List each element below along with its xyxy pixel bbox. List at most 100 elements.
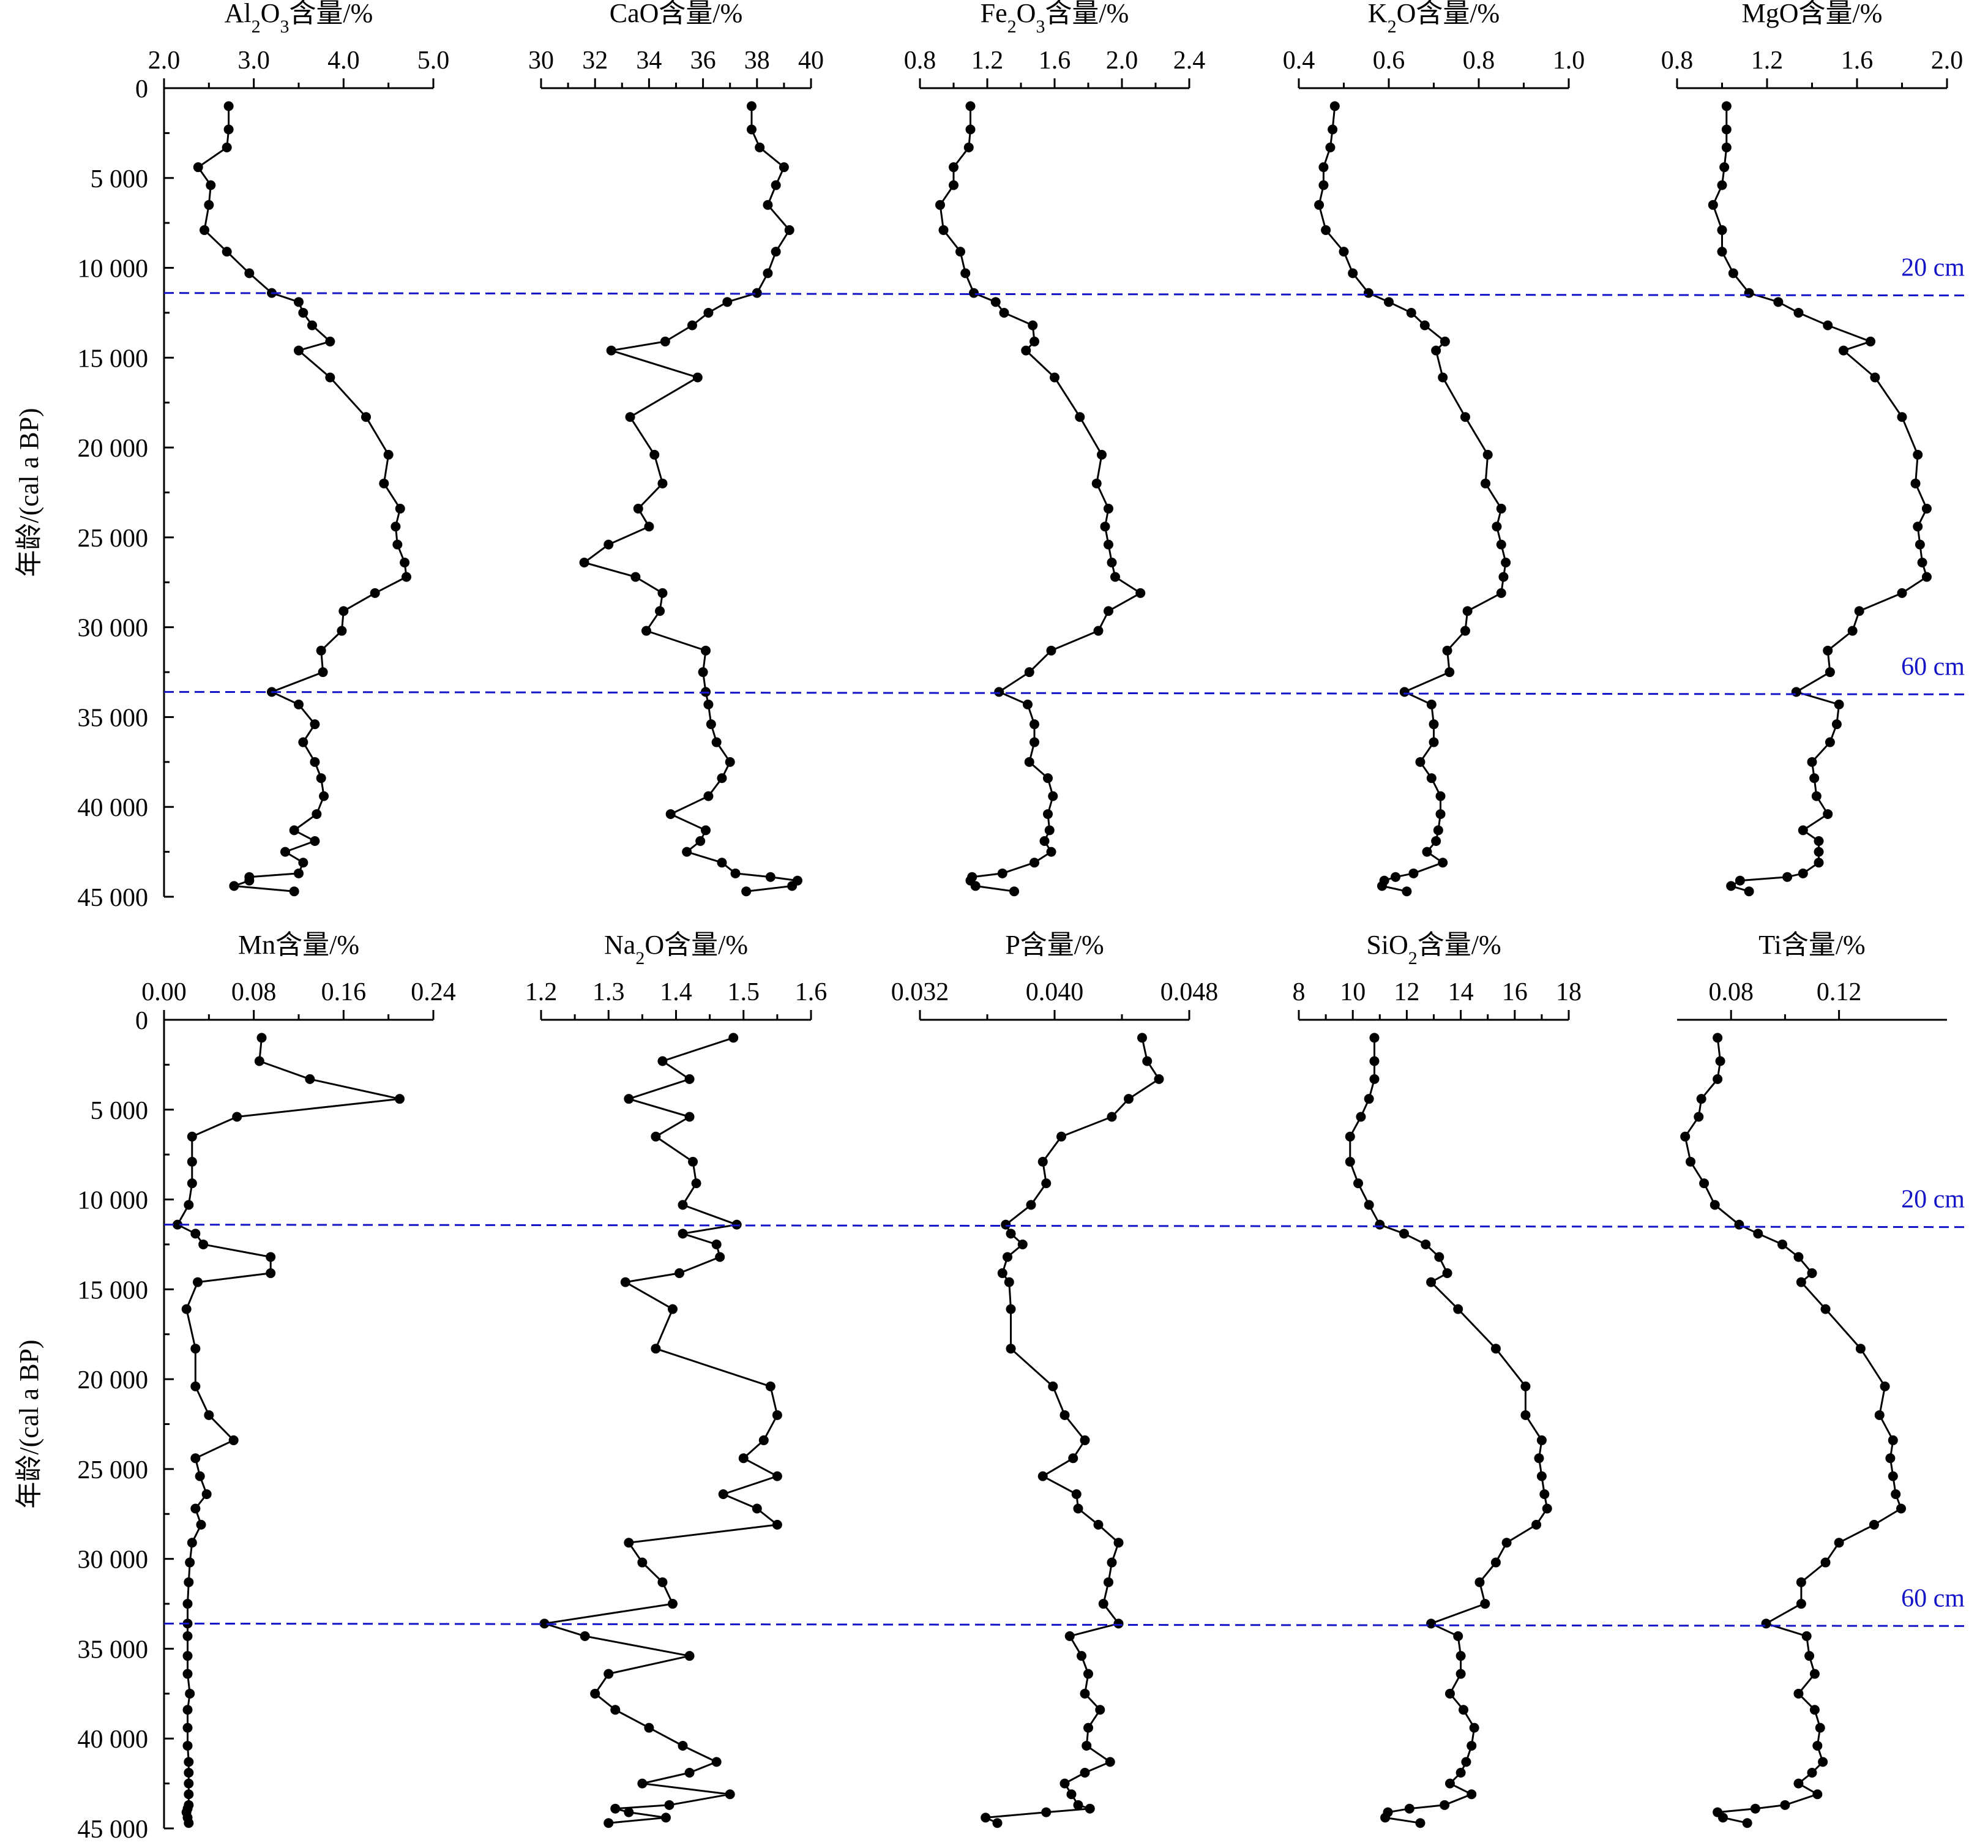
data-point [1104, 539, 1113, 550]
data-point [1921, 503, 1932, 514]
data-point [232, 1112, 242, 1122]
data-point [402, 572, 411, 582]
data-point [703, 307, 714, 318]
x-tick-label: 0.8 [1463, 47, 1495, 75]
data-point [1142, 1056, 1153, 1066]
panel-title-part: K [1368, 0, 1388, 28]
data-point [200, 225, 209, 235]
data-point [1030, 719, 1039, 730]
data-point [1026, 1200, 1036, 1210]
data-point [1435, 809, 1446, 819]
x-tick-label: 10 [1340, 978, 1366, 1006]
x-tick-label: 0.048 [1160, 978, 1219, 1006]
data-point [1364, 1094, 1374, 1104]
data-point [182, 1599, 193, 1609]
data-point [706, 719, 716, 730]
data-point [604, 1818, 614, 1828]
data-point [1419, 320, 1430, 331]
data-point [182, 1705, 193, 1715]
y-tick-label: 30 000 [78, 1546, 149, 1574]
data-point [190, 1229, 201, 1239]
data-point [1801, 1631, 1812, 1641]
data-point [1098, 1599, 1108, 1609]
data-point [190, 1453, 201, 1464]
data-point [1726, 881, 1736, 891]
data-point [1093, 1519, 1104, 1530]
data-point [1369, 1074, 1380, 1084]
data-point [1811, 791, 1822, 801]
series-line [1349, 1038, 1549, 1824]
data-point [1809, 1669, 1820, 1679]
panel-title-part: Ti含量/% [1758, 930, 1865, 960]
data-point [644, 1723, 654, 1733]
data-point [1318, 162, 1329, 173]
data-point [1715, 1056, 1725, 1066]
data-point [1717, 225, 1727, 235]
panel-title-part: Na [604, 930, 635, 960]
data-point [1855, 1344, 1866, 1354]
panel-title-part: 2 [1408, 948, 1418, 968]
data-point [1030, 737, 1039, 747]
data-point [1815, 1723, 1825, 1733]
data-point [1721, 101, 1732, 111]
data-point [318, 667, 328, 678]
data-point [182, 1669, 193, 1679]
data-point [1721, 124, 1732, 135]
data-point [1834, 1538, 1844, 1548]
data-point [1071, 1489, 1082, 1499]
data-point [1915, 539, 1925, 550]
data-point [1823, 320, 1833, 331]
data-point [1719, 162, 1730, 173]
data-point [294, 297, 304, 307]
data-point [338, 606, 349, 616]
data-point [1426, 1277, 1437, 1287]
data-point [1048, 1381, 1058, 1391]
data-point [184, 1818, 194, 1828]
data-point [228, 1435, 239, 1445]
data-point [198, 1239, 209, 1249]
data-point [1348, 268, 1358, 279]
data-point [1750, 1803, 1760, 1814]
data-point [1913, 449, 1923, 460]
data-point [1435, 791, 1446, 801]
x-tick-label: 0.16 [321, 978, 367, 1006]
data-point [1426, 1618, 1437, 1629]
x-tick-label: 32 [582, 47, 608, 75]
data-point [266, 1268, 276, 1278]
data-point [657, 588, 668, 598]
data-point [965, 101, 976, 111]
data-point [1429, 719, 1439, 730]
data-point [657, 1577, 668, 1587]
data-point [660, 1812, 671, 1823]
data-point [772, 1471, 782, 1481]
data-point [1814, 836, 1824, 846]
data-point [1798, 868, 1808, 878]
data-point [1812, 1740, 1823, 1751]
data-point [1793, 307, 1804, 318]
data-point [1006, 1344, 1016, 1354]
data-point [185, 1688, 195, 1699]
data-point [337, 626, 347, 636]
data-point [651, 1344, 661, 1354]
data-point [1467, 1789, 1477, 1800]
data-point [684, 1112, 695, 1122]
data-point [1083, 1669, 1093, 1679]
y-tick-label: 15 000 [78, 1276, 149, 1304]
data-point [1085, 1803, 1095, 1814]
data-point [222, 142, 232, 152]
data-point [1356, 1112, 1366, 1122]
data-point [361, 412, 371, 422]
data-point [1917, 557, 1927, 567]
y-tick-label: 10 000 [78, 255, 149, 283]
data-point [1501, 557, 1511, 567]
data-point [1006, 1304, 1016, 1314]
data-point [370, 588, 380, 598]
data-point [1921, 572, 1932, 582]
data-point [196, 1519, 206, 1530]
panel-title: SiO2含量/% [1366, 930, 1501, 968]
data-point [1825, 667, 1835, 678]
x-tick-label: 38 [744, 47, 770, 75]
data-point [1496, 503, 1506, 514]
y-tick-label: 20 000 [78, 435, 149, 463]
